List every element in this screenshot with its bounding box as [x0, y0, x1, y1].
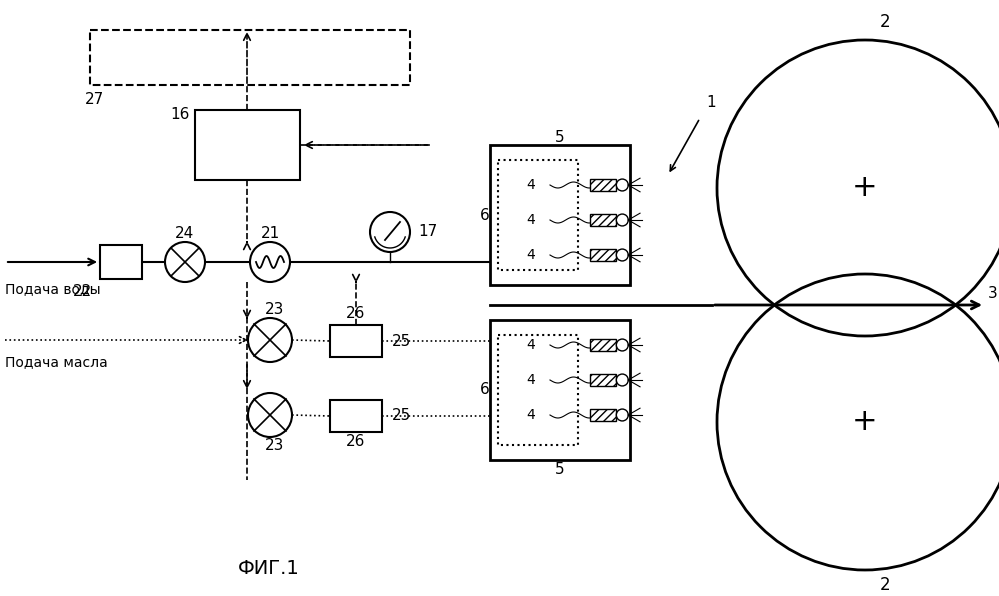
Text: +: +	[852, 173, 878, 203]
Circle shape	[616, 249, 628, 261]
Text: 4: 4	[526, 408, 535, 422]
Text: 6: 6	[481, 207, 490, 222]
Text: 4: 4	[526, 373, 535, 387]
Text: 24: 24	[176, 226, 195, 241]
Text: Подача масла: Подача масла	[5, 355, 108, 369]
Circle shape	[616, 374, 628, 386]
Text: 4: 4	[526, 248, 535, 262]
Text: 4: 4	[526, 178, 535, 192]
Text: 23: 23	[266, 437, 285, 452]
Text: +: +	[852, 408, 878, 436]
Text: 2: 2	[880, 576, 890, 594]
Circle shape	[248, 393, 292, 437]
Text: 25: 25	[392, 408, 412, 424]
Text: 23: 23	[266, 303, 285, 318]
Bar	[490, 145, 630, 285]
Bar	[490, 320, 630, 460]
Text: 21: 21	[261, 226, 280, 241]
Text: 26: 26	[347, 434, 366, 449]
Circle shape	[616, 179, 628, 191]
Bar	[590, 340, 615, 350]
Circle shape	[250, 242, 290, 282]
Bar	[90, 30, 410, 85]
Bar	[498, 335, 578, 445]
Bar	[590, 250, 615, 260]
Text: 5: 5	[555, 462, 564, 477]
Circle shape	[616, 409, 628, 421]
Circle shape	[616, 214, 628, 226]
Text: 4: 4	[526, 213, 535, 227]
Text: 6: 6	[481, 383, 490, 398]
Text: 26: 26	[347, 306, 366, 321]
Circle shape	[248, 318, 292, 362]
Text: ФИГ.1: ФИГ.1	[238, 558, 300, 578]
Circle shape	[616, 339, 628, 351]
Text: 4: 4	[526, 338, 535, 352]
Text: Подача воды: Подача воды	[5, 282, 101, 296]
Bar	[590, 374, 615, 386]
Bar	[498, 160, 578, 270]
Text: 16: 16	[171, 107, 190, 122]
Text: 5: 5	[555, 129, 564, 144]
Text: 27: 27	[85, 92, 104, 107]
Circle shape	[165, 242, 205, 282]
Bar	[590, 215, 615, 225]
Bar	[590, 409, 615, 421]
Bar	[195, 110, 300, 180]
Bar	[330, 325, 382, 357]
Text: 25: 25	[392, 334, 412, 349]
Text: 22: 22	[73, 284, 92, 299]
Bar	[590, 179, 615, 191]
Text: 1: 1	[706, 95, 715, 110]
Text: 2: 2	[880, 13, 890, 31]
Bar	[100, 245, 142, 279]
Text: 3: 3	[988, 285, 998, 300]
Text: 17: 17	[418, 225, 438, 240]
Circle shape	[370, 212, 410, 252]
Bar	[330, 400, 382, 432]
